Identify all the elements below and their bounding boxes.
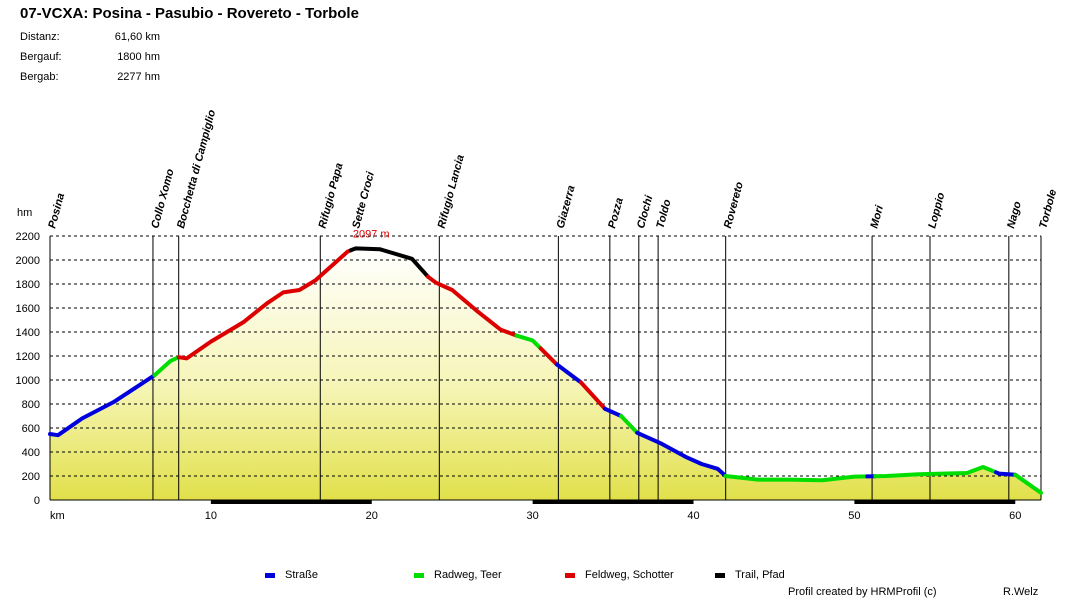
waypoint-label: Collo Xomo [149, 167, 176, 229]
profile-segment-strasse [603, 406, 624, 418]
profile-segment-feldweg [176, 248, 353, 361]
profile-area [50, 248, 1041, 500]
x-tick-label: 20 [366, 510, 378, 522]
stat-ascent-value: 1800 hm [117, 51, 160, 63]
profile-segment-radweg [152, 355, 181, 378]
stat-distance-label: Distanz: [20, 31, 60, 43]
waypoint-label: Sette Croci [350, 170, 377, 230]
waypoint-label: Giazerra [555, 184, 578, 230]
legend-item-radweg: Radweg, Teer [414, 569, 502, 581]
y-tick-label: 2000 [16, 255, 40, 267]
profile-segment-strasse [48, 373, 157, 438]
y-tick-label: 1600 [16, 303, 40, 315]
footer-author: R.Welz [1003, 586, 1039, 598]
stat-ascent-label: Bergauf: [20, 51, 62, 63]
waypoint-label: Clochi [635, 193, 656, 229]
x-axis-band [210, 500, 372, 504]
waypoint-label: Rifugio Lancia [436, 153, 467, 229]
elevation-profile-chart: 0 200 400 600 800 1000 1200 1400 1600 1800 2000 220… [16, 108, 1060, 522]
legend-item-feldweg: Feldweg, Schotter [565, 569, 674, 581]
legend-label-trail: Trail, Pfad [735, 569, 785, 581]
x-axis-band [532, 500, 694, 504]
stat-descent-label: Bergab: [20, 71, 59, 83]
y-tick-label: 1200 [16, 351, 40, 363]
x-tick-label: 50 [848, 510, 860, 522]
waypoint-label: Pozza [606, 197, 626, 230]
legend-label-radweg: Radweg, Teer [434, 569, 502, 581]
waypoint-label: Rifugio Papa [317, 162, 346, 230]
y-axis-label: hm [17, 207, 32, 219]
footer-credit: Profil created by HRMProfil (c) [788, 586, 937, 598]
y-tick-label: 800 [22, 399, 40, 411]
y-tick-label: 1000 [16, 375, 40, 387]
waypoint-label: Torbole [1037, 188, 1059, 230]
waypoint-label: Posina [46, 192, 67, 230]
x-tick-label: 40 [687, 510, 699, 522]
profile-segment-strasse [554, 362, 583, 385]
y-tick-label: 1800 [16, 279, 40, 291]
x-tick-label: 30 [527, 510, 539, 522]
legend-swatch-strasse [265, 572, 275, 578]
y-tick-label: 1400 [16, 327, 40, 339]
stat-descent-value: 2277 hm [117, 71, 160, 83]
chart-title: 07-VCXA: Posina - Pasubio - Rovereto - T… [20, 5, 359, 22]
profile-segment-trail [348, 246, 431, 279]
x-tick-label: 10 [205, 510, 217, 522]
profile-segment-strasse [635, 430, 728, 478]
waypoint-label: Loppio [926, 191, 947, 230]
profile-segment-radweg [514, 333, 543, 351]
max-elevation-label: 2097 m [353, 228, 390, 240]
legend-item-trail: Trail, Pfad [715, 569, 785, 581]
legend-swatch-radweg [414, 572, 424, 578]
legend-swatch-trail [715, 572, 725, 578]
waypoint-label: Rovereto [722, 180, 746, 229]
profile-segment-radweg [723, 474, 870, 483]
waypoint-label: Mori [868, 203, 886, 229]
y-tick-label: 0 [34, 495, 40, 507]
profile-segment-feldweg [426, 274, 519, 338]
profile-segment-strasse [994, 470, 1018, 477]
profile-segment-feldweg [578, 380, 607, 411]
x-axis-label: km [50, 510, 65, 522]
y-tick-label: 600 [22, 423, 40, 435]
legend-label-feldweg: Feldweg, Schotter [585, 569, 674, 581]
y-tick-label: 400 [22, 447, 40, 459]
x-tick-label: 60 [1009, 510, 1021, 522]
x-axis-band [854, 500, 1016, 504]
waypoint-label: Bocchetta di Campiglio [175, 108, 218, 229]
profile-segment-radweg [1013, 472, 1043, 495]
profile-segment-radweg [873, 465, 998, 479]
stat-distance-value: 61,60 km [114, 31, 160, 43]
legend-label-strasse: Straße [285, 569, 319, 581]
legend-swatch-feldweg [565, 572, 575, 578]
legend-item-strasse: Straße [265, 569, 318, 581]
profile-segment-radweg [619, 414, 640, 435]
waypoint-label: Nago [1005, 200, 1024, 230]
waypoint-label: Toldo [654, 198, 673, 230]
y-tick-label: 2200 [16, 231, 40, 243]
y-tick-label: 200 [22, 471, 40, 483]
profile-segment-feldweg [538, 346, 559, 367]
